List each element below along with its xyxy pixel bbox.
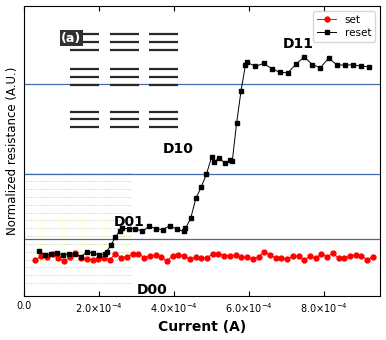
set <box>147 254 152 258</box>
X-axis label: Current (A): Current (A) <box>158 320 246 335</box>
Text: (a): (a) <box>61 32 81 45</box>
reset <box>79 255 83 259</box>
reset <box>37 249 41 253</box>
Line: reset: reset <box>37 54 372 259</box>
set <box>262 250 267 254</box>
set <box>96 257 101 261</box>
set <box>153 253 158 257</box>
set <box>33 258 38 262</box>
reset <box>228 158 233 163</box>
set <box>125 255 129 259</box>
reset <box>43 253 47 257</box>
Text: D00: D00 <box>137 283 168 297</box>
Text: D01: D01 <box>114 215 145 230</box>
Y-axis label: Normalized resistance (A.U.): Normalized resistance (A.U.) <box>5 67 19 235</box>
Legend: set, reset: set, reset <box>313 11 375 42</box>
Text: D10: D10 <box>163 141 194 155</box>
set <box>251 257 255 261</box>
reset <box>154 227 158 231</box>
reset <box>269 67 274 71</box>
Text: D11: D11 <box>283 37 314 51</box>
Line: set: set <box>33 250 375 264</box>
set <box>371 255 375 259</box>
set <box>136 252 141 256</box>
reset <box>302 55 306 59</box>
reset <box>234 121 239 125</box>
set <box>62 259 66 264</box>
reset <box>367 65 371 69</box>
reset <box>211 160 216 164</box>
